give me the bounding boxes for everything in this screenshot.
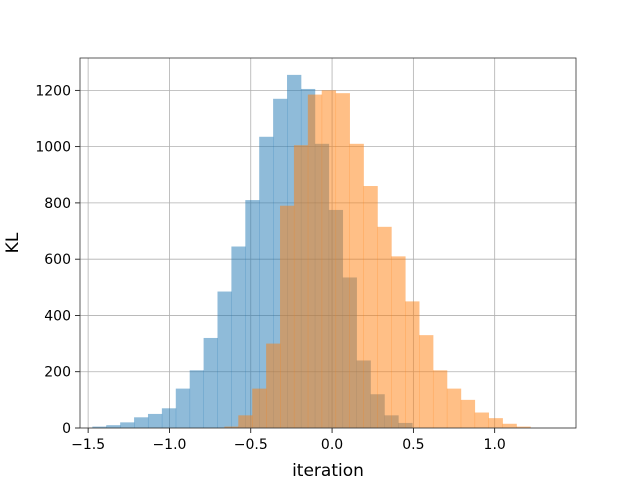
histogram-bar-series-2 bbox=[280, 205, 295, 428]
histogram-bar-series-2 bbox=[335, 93, 350, 428]
y-tick-label: 800 bbox=[44, 196, 71, 212]
histogram-bar-series-1 bbox=[161, 408, 177, 428]
histogram-bar-series-2 bbox=[349, 143, 364, 428]
y-tick-label: 1000 bbox=[35, 140, 71, 156]
histogram-bar-series-2 bbox=[266, 343, 281, 428]
x-tick-label: 0.5 bbox=[402, 437, 424, 453]
x-tick-label: 0.0 bbox=[321, 437, 343, 453]
y-tick-label: 400 bbox=[44, 308, 71, 324]
histogram-bar-series-1 bbox=[231, 246, 246, 428]
histogram-bar-series-1 bbox=[147, 413, 163, 428]
histogram-bar-series-2 bbox=[377, 226, 392, 428]
histogram-bar-series-2 bbox=[252, 388, 267, 428]
x-axis-label: iteration bbox=[292, 461, 364, 480]
histogram-bar-series-2 bbox=[363, 186, 378, 428]
histogram-bar-series-1 bbox=[106, 425, 121, 428]
histogram-bar-series-2 bbox=[419, 335, 434, 428]
histogram-bar-series-2 bbox=[307, 94, 323, 429]
histogram-bar-series-2 bbox=[502, 423, 517, 428]
histogram-bar-series-2 bbox=[432, 370, 448, 428]
histogram-bar-series-2 bbox=[391, 256, 406, 428]
y-tick-label: 200 bbox=[44, 365, 71, 381]
histogram-bar-series-2 bbox=[460, 399, 476, 428]
histogram-bar-series-1 bbox=[134, 417, 149, 428]
histogram-bar-series-1 bbox=[92, 426, 107, 428]
histogram-bar-series-1 bbox=[189, 370, 204, 428]
axes: −1.5 −1.0 −0.5 0.0 0.5 1.0 0 200 400 600 800 1000 12… bbox=[35, 83, 505, 453]
x-tick-label: 1.0 bbox=[484, 437, 506, 453]
x-tick-label: −0.5 bbox=[234, 437, 268, 453]
histogram-bar-series-1 bbox=[245, 200, 260, 428]
histogram-bar-series-2 bbox=[446, 388, 462, 428]
histogram-bars bbox=[92, 74, 531, 429]
histogram-bar-series-2 bbox=[405, 301, 420, 428]
y-tick-label: 1200 bbox=[35, 83, 71, 99]
histogram-bar-series-2 bbox=[488, 418, 503, 428]
x-tick-label: −1.5 bbox=[71, 437, 105, 453]
x-tick-label: −1.0 bbox=[152, 437, 186, 453]
plot-frame bbox=[79, 57, 577, 429]
y-tick-label: 600 bbox=[44, 252, 71, 268]
histogram-bar-series-2 bbox=[224, 426, 239, 428]
histogram-bar-series-1 bbox=[203, 337, 218, 428]
histogram-bar-series-2 bbox=[293, 145, 309, 428]
histogram-bar-series-2 bbox=[474, 412, 489, 428]
histogram-bar-series-1 bbox=[120, 422, 135, 428]
histogram-bar-series-2 bbox=[516, 426, 531, 428]
histogram-bar-series-1 bbox=[217, 291, 232, 428]
histogram-bar-series-2 bbox=[238, 415, 253, 428]
histogram-bar-series-2 bbox=[321, 90, 337, 428]
histogram-bar-series-1 bbox=[175, 388, 191, 428]
y-axis-label: KL bbox=[3, 232, 23, 253]
y-tick-label: 0 bbox=[62, 421, 71, 437]
